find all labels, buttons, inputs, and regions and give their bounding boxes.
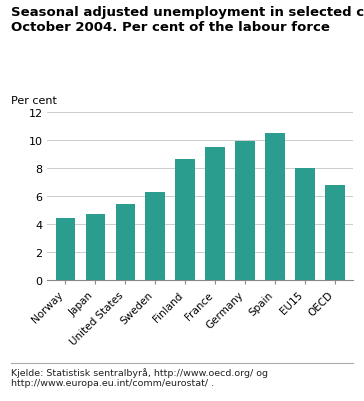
Y-axis label: Per cent: Per cent xyxy=(11,95,56,105)
Bar xyxy=(325,186,345,281)
Text: Seasonal adjusted unemployment in selected countries,
October 2004. Per cent of : Seasonal adjusted unemployment in select… xyxy=(11,6,364,34)
Bar xyxy=(115,204,135,281)
Bar xyxy=(265,134,285,281)
Bar xyxy=(175,159,195,281)
Bar xyxy=(205,148,225,281)
Bar xyxy=(295,168,315,281)
Bar xyxy=(236,142,255,281)
Text: Kjelde: Statistisk sentralbyrå, http://www.oecd.org/ og
http://www.europa.eu.int: Kjelde: Statistisk sentralbyrå, http://w… xyxy=(11,367,268,387)
Bar xyxy=(56,219,75,281)
Bar xyxy=(146,192,165,281)
Bar xyxy=(86,215,105,281)
